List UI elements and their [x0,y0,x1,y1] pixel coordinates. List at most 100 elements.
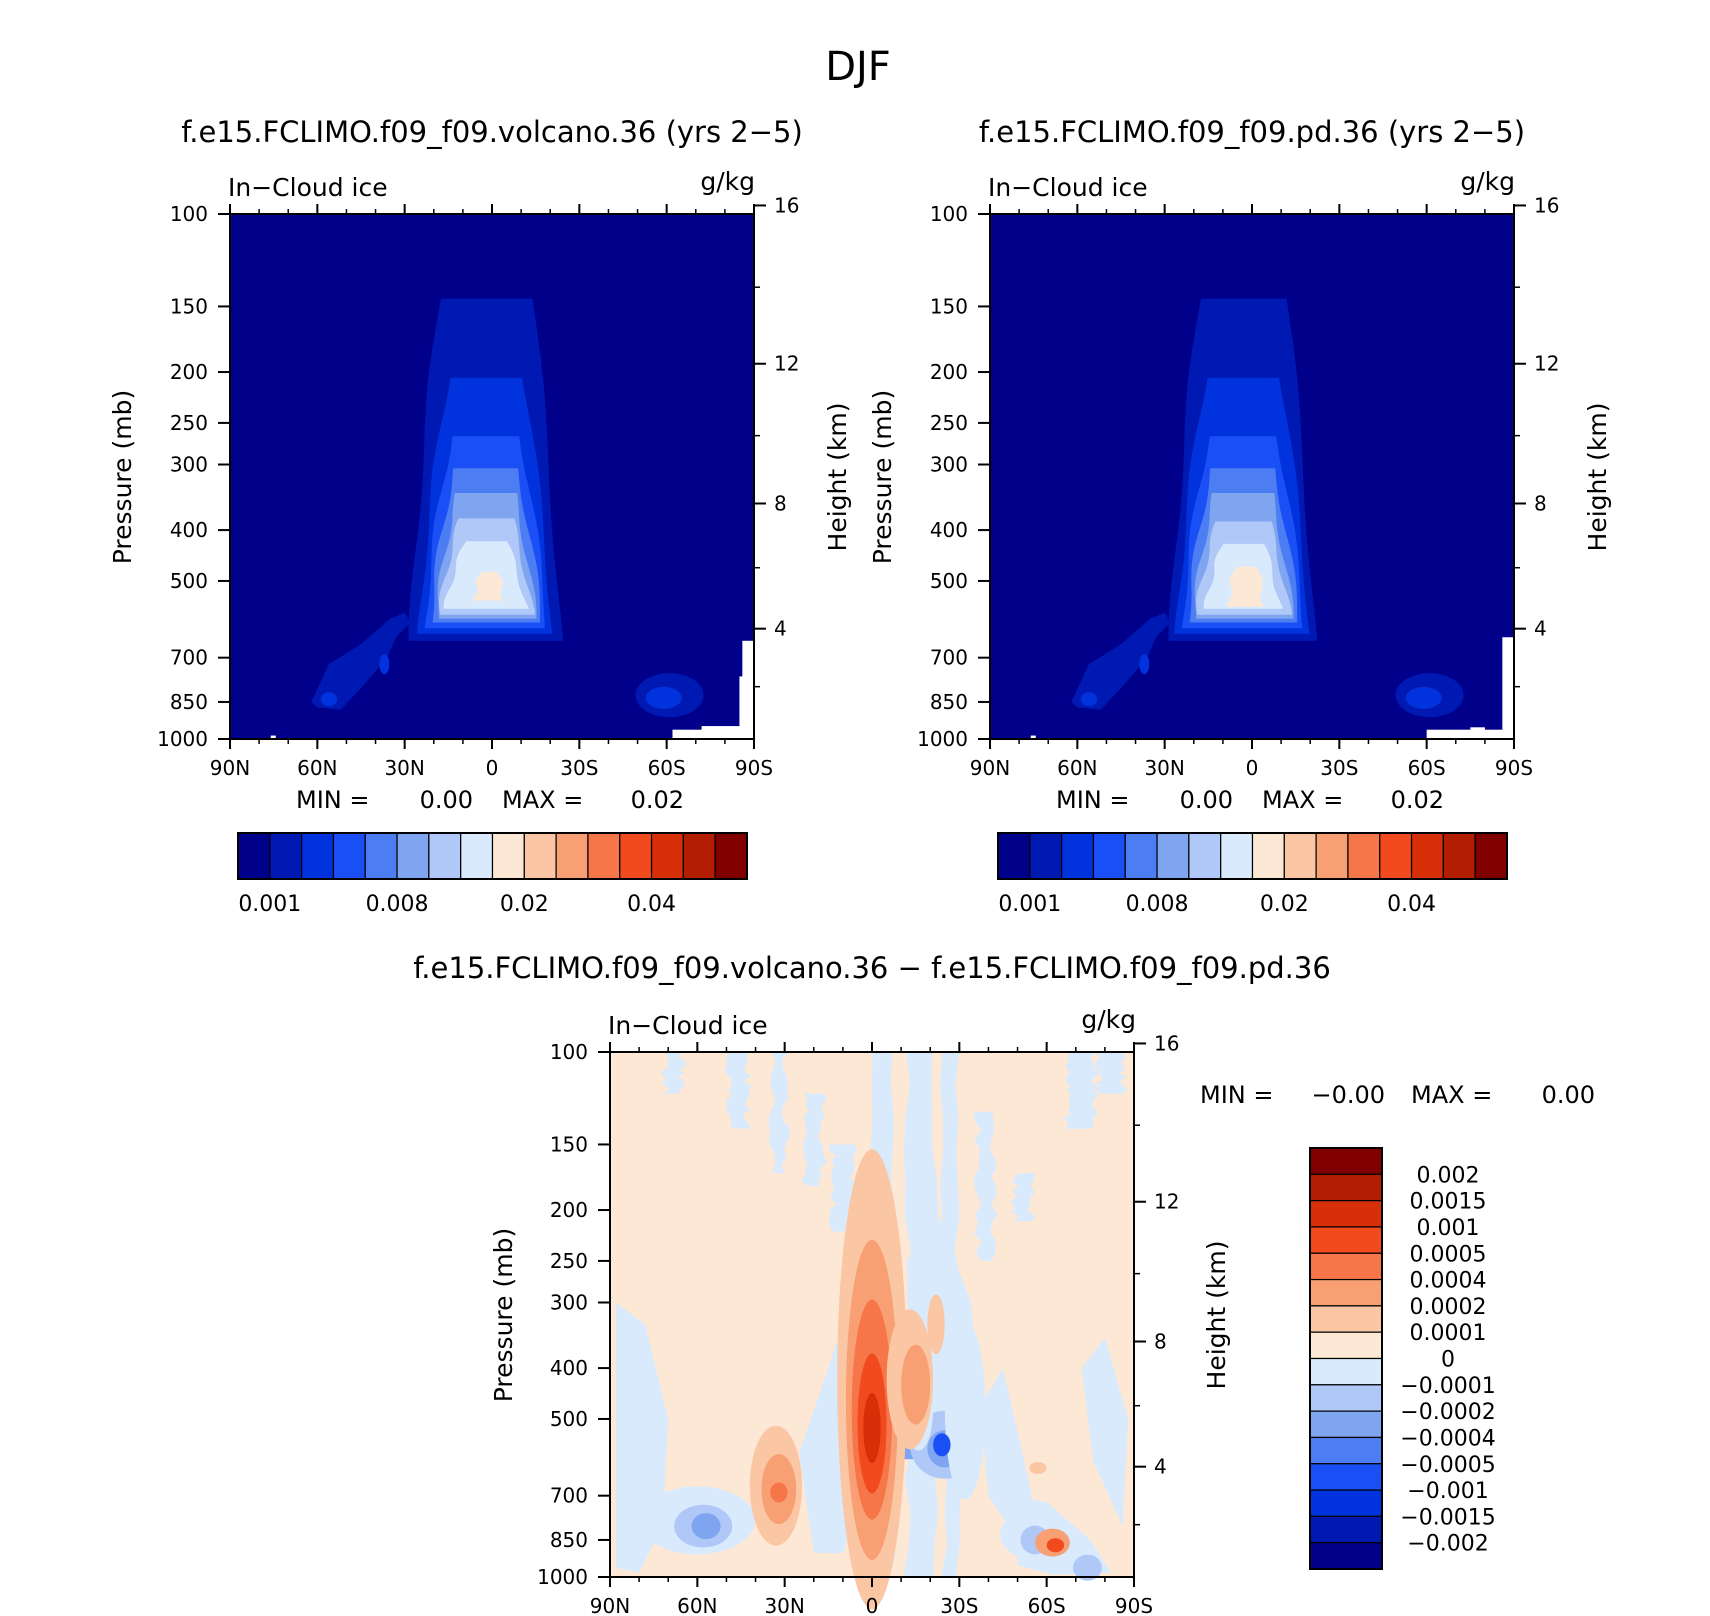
missing-data [270,735,276,739]
panel-volcano: f.e15.FCLIMO.f09_f09.volcano.36 (yrs 2−5… [108,115,852,917]
nh-midlat-core [1080,692,1097,707]
negative-anomaly [1094,1052,1128,1094]
y-tick-label: 300 [930,452,968,476]
colorbar-box [428,832,462,880]
axes: 90N 60N 30N 0 30S 60S 90S 100 150 200 250 300 400 500… [157,193,799,780]
max-value: 0.02 [631,786,684,814]
stats: MIN = 0.00 MAX = 0.02 [1056,786,1444,814]
colorbar-box [1029,832,1063,880]
negative-anomaly [800,1093,827,1186]
x-tick-label: 90S [1495,756,1533,780]
colorbar-box [460,832,494,880]
colorbar-label: −0.0015 [1400,1505,1495,1530]
height-tick-label: 16 [774,193,799,217]
x-tick-label: 30S [560,756,598,780]
colorbar-box [1309,1331,1383,1360]
x-tick-label: 60S [648,756,686,780]
x-tick-label: 90N [210,756,250,780]
missing-data [1470,727,1485,739]
negative-anomaly [724,1052,752,1129]
colorbar-label: 0.001 [998,892,1061,917]
min-label: MIN = [1056,786,1129,814]
x-tick-label: 0 [866,1594,879,1616]
positive-anomaly [1029,1462,1047,1475]
colorbar-label: 0.04 [1387,892,1436,917]
colorbar-box [1309,1515,1383,1544]
colorbar-box [1379,832,1413,880]
x-tick-label: 90N [590,1594,630,1616]
y-tick-label: 850 [170,690,208,714]
sh-midlat-core [1405,686,1442,709]
y-tick-label: 200 [930,360,968,384]
colorbar-box [1309,1410,1383,1439]
x-tick-label: 90S [735,756,773,780]
y-tick-label: 300 [170,452,208,476]
max-label: MAX = [1411,1081,1492,1109]
x-tick-label: 60S [1408,756,1446,780]
colorbar-box [1347,832,1381,880]
nh-midlat-cloud [1071,612,1171,710]
colorbar-label: 0.02 [500,892,549,917]
axes: 90N 60N 30N 0 30S 60S 90S 100 150 200 250 300 400 500… [537,1031,1179,1616]
negative-anomaly [1063,1052,1099,1129]
y-tick-label: 150 [930,294,968,318]
colorbar-label: 0.002 [1417,1163,1480,1188]
negative-anomaly-core [691,1513,721,1540]
x-tick-label: 60S [1028,1594,1066,1616]
colorbar-box [301,832,335,880]
plot-area [230,214,754,739]
min-label: MIN = [296,786,369,814]
y-tick-label: 400 [170,518,208,542]
negative-anomaly [1081,1337,1129,1527]
negative-anomaly [661,1052,687,1094]
colorbar-label: −0.0005 [1400,1453,1495,1478]
max-value: 0.00 [1542,1081,1595,1109]
positive-anomaly [863,1392,881,1463]
y-tick-label: 850 [550,1528,588,1552]
colorbar-box [1092,832,1126,880]
y-tick-label: 300 [550,1290,588,1314]
colorbar-label: 0.001 [238,892,301,917]
negative-anomaly [973,1111,998,1261]
missing-data [739,676,754,739]
colorbar-box [1309,1542,1383,1570]
panel-title: f.e15.FCLIMO.f09_f09.volcano.36 − f.e15.… [413,951,1331,985]
min-value: 0.00 [1180,786,1233,814]
height-tick-label: 16 [1154,1031,1179,1055]
y-tick-label: 200 [550,1198,588,1222]
colorbar-box [1315,832,1349,880]
positive-anomaly [1046,1538,1065,1553]
colorbar-label: 0.0001 [1410,1321,1487,1346]
x-tick-label: 90N [970,756,1010,780]
positive-anomaly [901,1344,931,1425]
x-tick-label: 0 [486,756,499,780]
colorbar: 0.001 0.008 0.02 0.04 [237,832,748,917]
colorbar-box [237,832,271,880]
max-label: MAX = [1262,786,1343,814]
stats: MIN = 0.00 MAX = 0.02 [296,786,684,814]
negative-anomaly-core [944,1319,986,1500]
max-value: 0.02 [1391,786,1444,814]
x-tick-label: 90S [1115,1594,1153,1616]
units-label: g/kg [700,167,755,196]
nh-midlat-core [320,692,337,707]
colorbar-box [1061,832,1095,880]
x-tick-label: 60N [1057,756,1097,780]
units-label: g/kg [1081,1005,1136,1034]
colorbar-box [1188,832,1222,880]
x-tick-label: 30S [940,1594,978,1616]
colorbar-label: 0.0004 [1410,1269,1487,1294]
negative-anomaly [768,1052,790,1173]
colorbar: 0.0020.00150.0010.00050.00040.00020.0001… [1309,1147,1496,1570]
colorbar-label: 0 [1441,1348,1455,1373]
y-tick-label: 500 [930,569,968,593]
variable-label: In−Cloud ice [228,173,388,202]
colorbar-label: 0.0015 [1410,1190,1487,1215]
colorbar-box [1309,1252,1383,1281]
x-tick-label: 30S [1320,756,1358,780]
y-axis-label: Pressure (mb) [489,1228,518,1402]
y-tick-label: 700 [550,1484,588,1508]
negative-anomaly [1011,1173,1036,1222]
max-label: MAX = [502,786,583,814]
